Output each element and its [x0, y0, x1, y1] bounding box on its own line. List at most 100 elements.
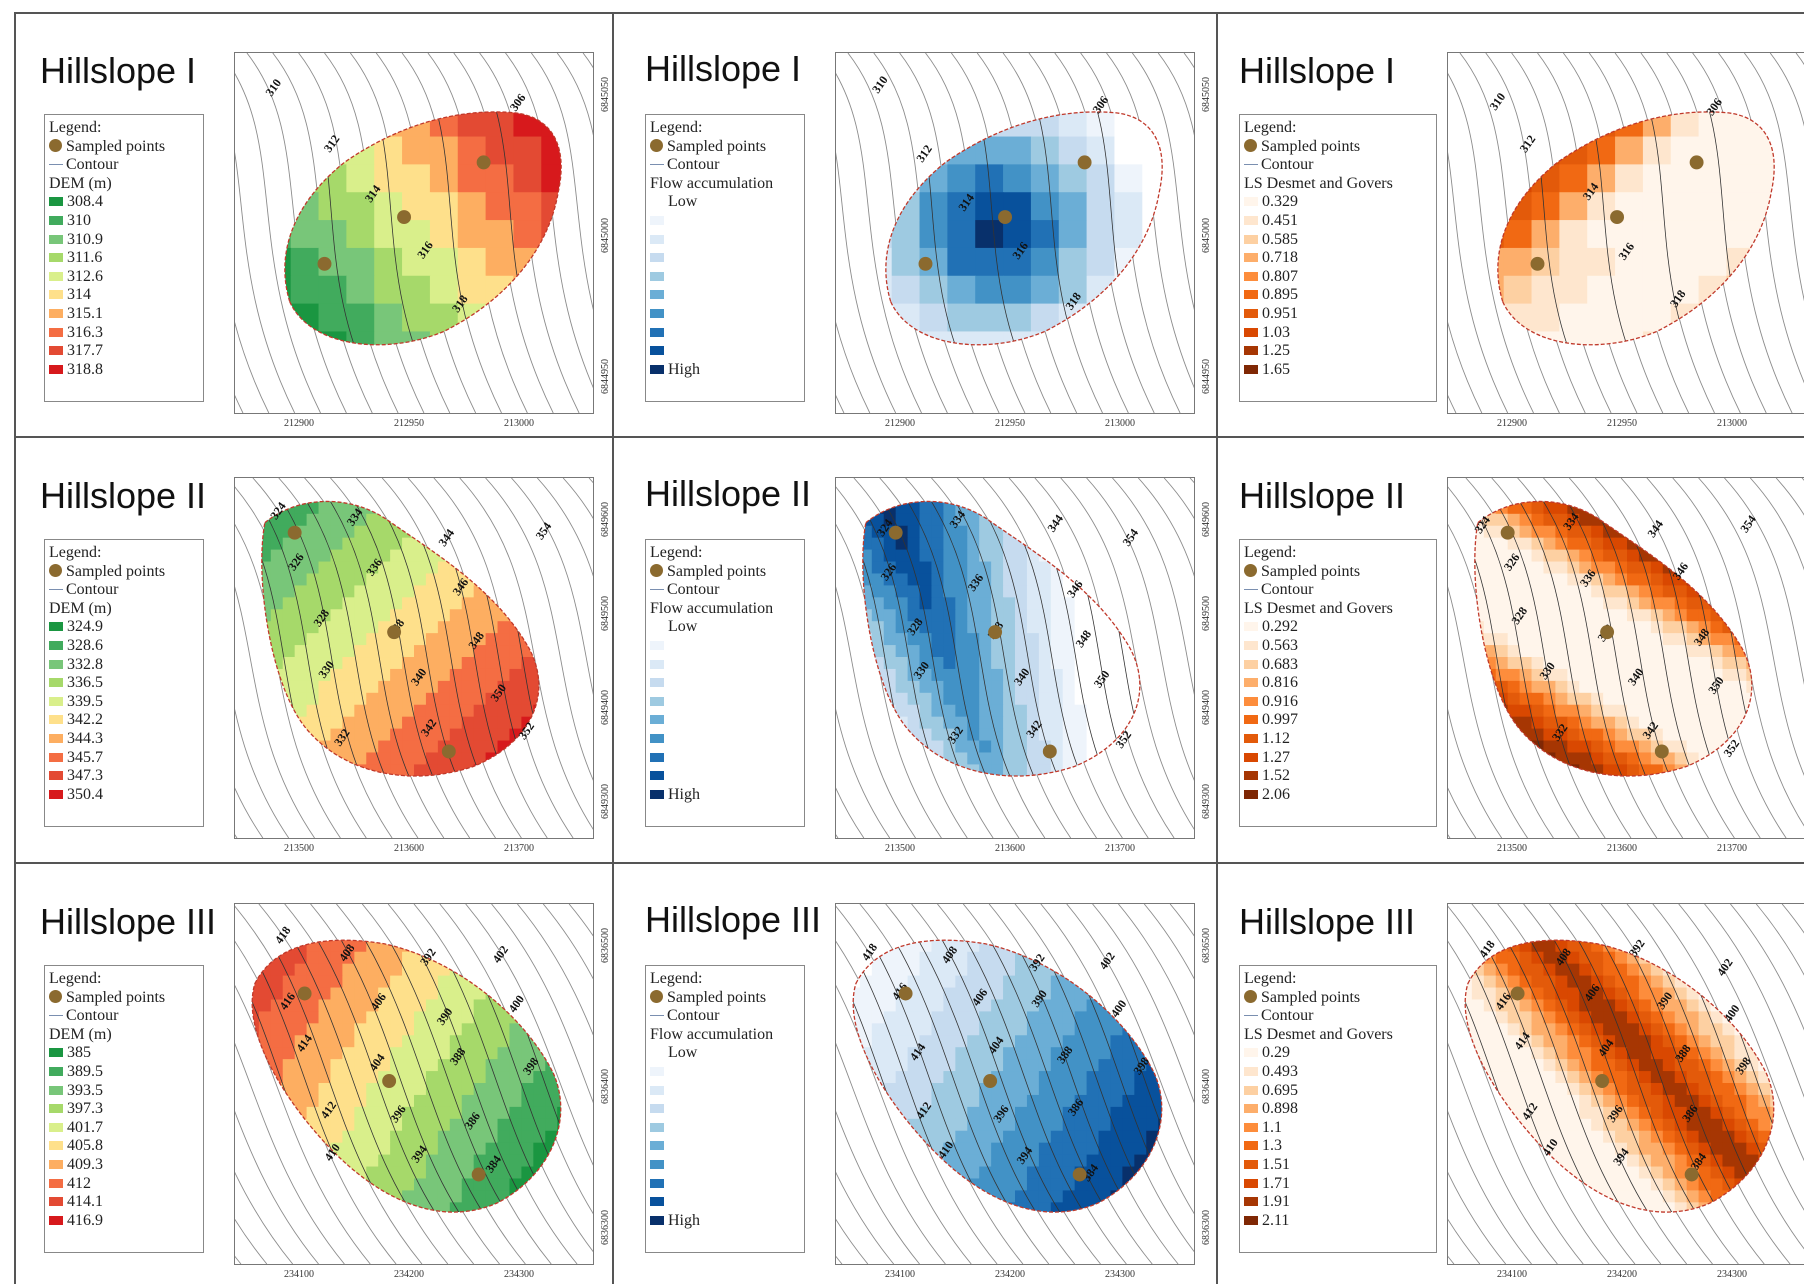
legend-class-value: 389.5 — [67, 1063, 103, 1080]
raster-cell — [569, 952, 581, 964]
legend-class: 0.816 — [1244, 674, 1432, 693]
raster-cell — [1087, 220, 1115, 248]
raster-cell — [1663, 621, 1675, 633]
legend-class — [650, 656, 800, 675]
raster-cell — [1651, 621, 1663, 633]
raster-cell — [521, 1143, 533, 1155]
raster-cell — [307, 752, 319, 764]
legend-class: 0.329 — [1244, 193, 1432, 212]
raster-cell — [430, 81, 458, 109]
raster-cell — [1675, 478, 1687, 490]
raster-cell — [390, 657, 402, 669]
raster-cell — [1051, 585, 1063, 597]
legend-class-value: 0.895 — [1262, 286, 1298, 303]
raster-cell — [1591, 776, 1603, 788]
raster-cell — [1591, 526, 1603, 538]
raster-cell — [378, 717, 390, 729]
raster-cell — [438, 621, 450, 633]
raster-cell — [247, 976, 259, 988]
raster-cell — [438, 776, 450, 788]
raster-cell — [1663, 788, 1675, 800]
raster-cell — [259, 1202, 271, 1214]
raster-cell — [342, 1059, 354, 1071]
raster-cell — [486, 812, 498, 824]
raster-cell — [283, 1202, 295, 1214]
raster-cell — [848, 573, 860, 585]
raster-cell — [991, 562, 1003, 574]
legend-swatch — [49, 1067, 63, 1076]
raster-cell — [1158, 657, 1170, 669]
raster-cell — [1782, 812, 1794, 824]
raster-cell — [1114, 387, 1142, 413]
raster-cell — [247, 609, 259, 621]
raster-cell — [390, 502, 402, 514]
raster-cell — [486, 741, 498, 753]
raster-cell — [1484, 621, 1496, 633]
raster-cell — [533, 1071, 545, 1083]
raster-cell — [462, 1083, 474, 1095]
raster-cell — [295, 1011, 307, 1023]
raster-cell — [533, 621, 545, 633]
raster-cell — [450, 609, 462, 621]
contour-label: 344 — [435, 526, 457, 549]
raster-cell — [521, 1238, 533, 1250]
legend-class — [650, 637, 800, 656]
raster-cell — [1508, 573, 1520, 585]
raster-cell — [271, 741, 283, 753]
raster-cell — [390, 964, 402, 976]
legend-swatch — [49, 328, 63, 337]
raster-cell — [943, 550, 955, 562]
raster-cell — [1520, 478, 1532, 490]
raster-cell — [1699, 550, 1711, 562]
raster-cell — [1758, 478, 1770, 490]
raster-cell — [1734, 836, 1746, 838]
raster-cell — [884, 538, 896, 550]
raster-cell — [1758, 657, 1770, 669]
raster-cell — [414, 478, 426, 490]
raster-cell — [545, 1119, 557, 1131]
raster-cell — [920, 502, 932, 514]
raster-cell — [1734, 478, 1746, 490]
raster-cell — [1015, 741, 1027, 753]
raster-cell — [864, 220, 892, 248]
raster-cell — [1146, 562, 1158, 574]
raster-cell — [366, 776, 378, 788]
raster-cell — [975, 387, 1003, 413]
raster-cell — [1063, 490, 1075, 502]
raster-cell — [920, 705, 932, 717]
raster-cell — [967, 681, 979, 693]
raster-cell — [366, 1119, 378, 1131]
raster-cell — [1460, 550, 1472, 562]
raster-cell — [235, 1202, 247, 1214]
sample-point-icon — [49, 139, 62, 152]
raster-cell — [872, 478, 884, 490]
raster-cell — [1472, 609, 1484, 621]
raster-cell — [569, 669, 581, 681]
raster-cell — [1754, 164, 1782, 192]
raster-cell — [1027, 478, 1039, 490]
raster-cell — [569, 1083, 581, 1095]
raster-cell — [402, 609, 414, 621]
raster-cell — [884, 669, 896, 681]
raster-cell — [581, 1262, 593, 1264]
raster-cell — [498, 1059, 510, 1071]
raster-cell — [1627, 812, 1639, 824]
raster-cell — [581, 1178, 593, 1190]
raster-cell — [545, 693, 557, 705]
raster-cell — [872, 705, 884, 717]
raster-cell — [390, 741, 402, 753]
legend-class-value: 416.9 — [67, 1212, 103, 1229]
raster-cell — [438, 705, 450, 717]
raster-cell — [509, 669, 521, 681]
raster-cell — [474, 585, 486, 597]
raster-cell — [450, 562, 462, 574]
raster-cell — [1746, 669, 1758, 681]
raster-cell — [1555, 502, 1567, 514]
raster-cell — [1003, 538, 1015, 550]
raster-cell — [1711, 645, 1723, 657]
raster-cell — [1770, 573, 1782, 585]
raster-cell — [1615, 514, 1627, 526]
raster-cell — [414, 1095, 426, 1107]
raster-cell — [1460, 585, 1472, 597]
raster-cell — [498, 514, 510, 526]
